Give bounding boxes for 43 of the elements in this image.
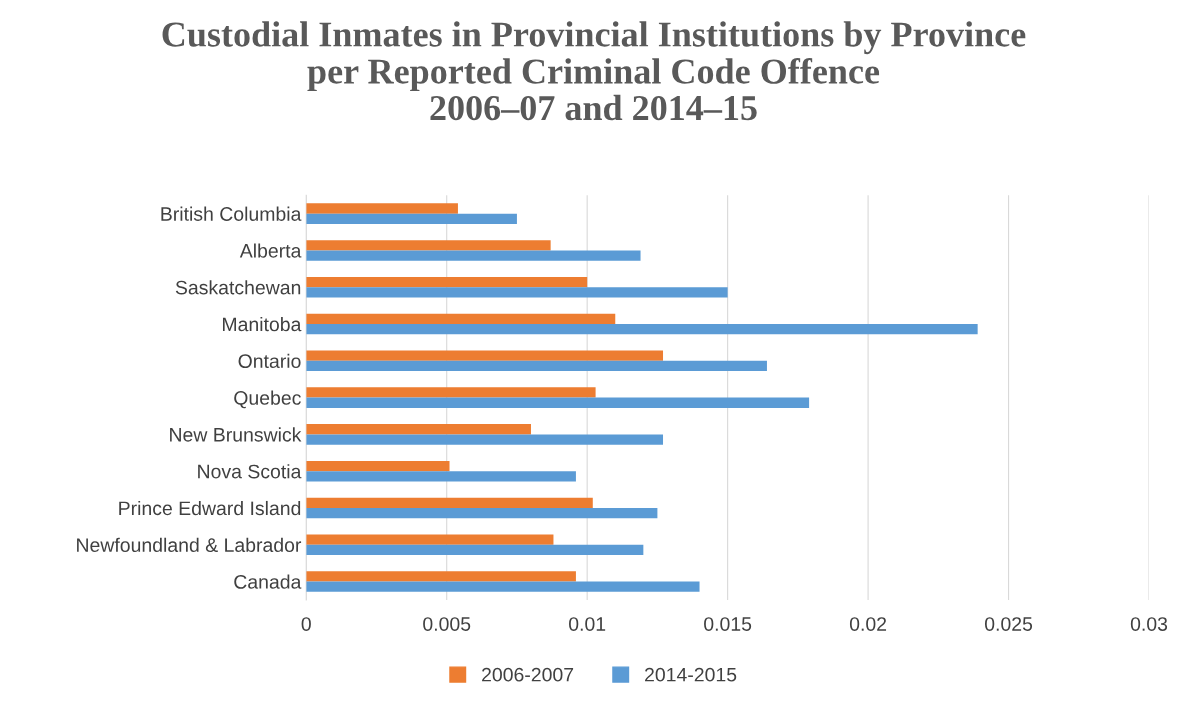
bar xyxy=(306,571,576,582)
bar xyxy=(306,424,531,435)
y-tick-label: Quebec xyxy=(234,390,301,409)
bar xyxy=(306,460,450,472)
y-tick-label: New Brunswick xyxy=(170,427,302,442)
y-tick-label: Newfoundland & Labrador xyxy=(77,537,302,552)
x-tick-label: 0.025 xyxy=(984,617,1033,631)
y-tick-label: Manitoba xyxy=(223,316,302,332)
bar xyxy=(306,213,517,224)
bar xyxy=(306,324,978,335)
chart-title: Custodial Inmates in Provincial Institutions by Province per Reported Criminal Code Offence 2006–07 and 2014–15 xyxy=(162,21,1026,121)
bar xyxy=(306,350,664,361)
y-tick-label: Saskatchewan xyxy=(175,280,301,295)
y-tick-label: Ontario xyxy=(238,353,301,369)
bar xyxy=(306,240,551,251)
x-tick-label: 0.03 xyxy=(1130,617,1168,631)
y-tick-label: British Columbia xyxy=(161,206,302,221)
y-tick-label: Canada xyxy=(234,574,302,589)
bar xyxy=(306,203,458,214)
legend-label: 2014-2015 xyxy=(645,667,737,682)
y-tick-label: Alberta xyxy=(239,243,302,258)
x-tick-label: 0.005 xyxy=(423,617,471,631)
bar xyxy=(306,387,596,398)
bar xyxy=(306,507,658,519)
y-tick-label: Prince Edward Island xyxy=(119,500,301,516)
bar xyxy=(306,581,700,592)
legend-label: 2006-2007 xyxy=(482,667,574,682)
bar xyxy=(306,497,593,508)
y-tick-label: Nova Scotia xyxy=(198,464,302,479)
x-tick-label: 0 xyxy=(301,617,311,631)
bar xyxy=(306,434,664,445)
bar xyxy=(306,250,641,261)
x-tick-label: 0.02 xyxy=(849,617,887,631)
bar xyxy=(306,397,810,408)
bar xyxy=(306,313,616,325)
bar xyxy=(306,471,576,482)
x-tick-label: 0.015 xyxy=(704,617,752,631)
bar xyxy=(306,360,767,372)
bar xyxy=(306,544,644,556)
bar xyxy=(306,276,588,288)
x-tick-label: 0.01 xyxy=(569,617,606,631)
bar xyxy=(306,287,728,298)
bar xyxy=(306,534,554,545)
